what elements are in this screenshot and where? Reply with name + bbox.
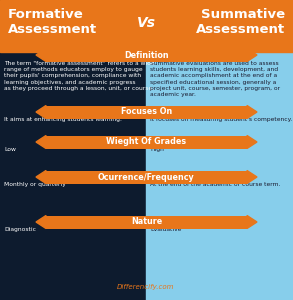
Text: Low: Low: [4, 147, 16, 152]
Text: It aims at enhancing students learning.: It aims at enhancing students learning.: [4, 117, 122, 122]
Polygon shape: [36, 49, 46, 62]
Polygon shape: [36, 106, 46, 118]
Polygon shape: [247, 215, 257, 229]
Polygon shape: [247, 49, 257, 62]
Polygon shape: [36, 170, 46, 184]
Text: At the end of the academic or course term.: At the end of the academic or course ter…: [150, 182, 280, 187]
Bar: [46, 106, 247, 118]
Polygon shape: [36, 215, 46, 229]
Text: Formative
Assessment: Formative Assessment: [8, 8, 97, 36]
Polygon shape: [36, 136, 46, 148]
Polygon shape: [247, 170, 257, 184]
Text: Evaluative: Evaluative: [150, 227, 181, 232]
Text: Definition: Definition: [124, 50, 169, 59]
Text: The term "formative assessment" refers to a wide
range of methods educators empl: The term "formative assessment" refers t…: [4, 61, 155, 91]
Text: Summative evaluations are used to assess
students learning skills, development, : Summative evaluations are used to assess…: [150, 61, 280, 97]
Text: Monthly or quarterly: Monthly or quarterly: [4, 182, 66, 187]
Text: Nature: Nature: [131, 218, 162, 226]
Bar: [46, 136, 247, 148]
Bar: [46, 49, 247, 62]
Text: It focuses on measuring student's competency.: It focuses on measuring student's compet…: [150, 117, 292, 122]
Bar: [0, 0, 293, 52]
Text: Diagnostic: Diagnostic: [4, 227, 36, 232]
Text: Focuses On: Focuses On: [121, 107, 172, 116]
Text: Differencify.com: Differencify.com: [117, 284, 175, 290]
Bar: [46, 215, 247, 229]
Text: Vs: Vs: [137, 16, 156, 30]
Text: Summative
Assessment: Summative Assessment: [196, 8, 285, 36]
Bar: [146, 52, 293, 300]
Text: Ocurrence/Frequency: Ocurrence/Frequency: [98, 172, 195, 182]
Text: Wieght Of Grades: Wieght Of Grades: [106, 137, 187, 146]
Bar: [0, 0, 146, 300]
Polygon shape: [247, 106, 257, 118]
Bar: [46, 170, 247, 184]
Text: High: High: [150, 147, 164, 152]
Polygon shape: [247, 136, 257, 148]
